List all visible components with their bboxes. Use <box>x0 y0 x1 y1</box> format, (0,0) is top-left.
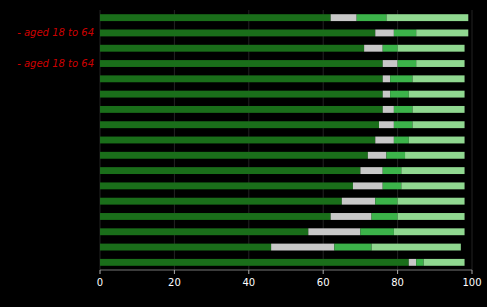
tick-mark <box>472 270 473 274</box>
bar-segment <box>424 259 465 266</box>
bar-segment <box>100 182 353 189</box>
bar-segment <box>331 213 372 220</box>
bar-segment <box>416 259 423 266</box>
tick-label: 0 <box>97 277 103 288</box>
bar-segment <box>375 137 394 144</box>
bar-segment <box>364 45 383 52</box>
bar-segment <box>409 91 465 98</box>
bar-segment <box>394 121 413 128</box>
bar-segment <box>416 30 468 37</box>
grid <box>100 10 472 270</box>
bar-segment <box>383 91 390 98</box>
bar-segment <box>100 244 271 251</box>
tick-label: 40 <box>242 277 255 288</box>
bar-segment <box>394 137 409 144</box>
bar-segment <box>368 152 387 159</box>
bar-segment <box>394 228 465 235</box>
background <box>0 0 487 307</box>
bar-segment <box>401 182 464 189</box>
bar-segment <box>331 14 357 21</box>
bar-segment <box>372 244 461 251</box>
bar-segment <box>353 182 383 189</box>
bar-segment <box>334 244 371 251</box>
bar-segment <box>412 121 464 128</box>
bar-segment <box>372 213 398 220</box>
bar-segment <box>412 75 464 82</box>
bar-segment <box>390 75 412 82</box>
bars <box>100 14 468 266</box>
annotation: - aged 18 to 64 <box>17 58 94 69</box>
bar-segment <box>409 259 416 266</box>
bar-segment <box>100 45 364 52</box>
tick-label: 20 <box>168 277 181 288</box>
bar-segment <box>401 167 464 174</box>
bar-segment <box>379 121 394 128</box>
bar-segment <box>383 60 398 67</box>
bar-segment <box>386 14 468 21</box>
bar-segment <box>100 60 383 67</box>
x-axis: 0 20 40 60 80 100 <box>97 270 482 288</box>
tick-mark <box>397 270 398 274</box>
bar-segment <box>100 259 409 266</box>
tick-mark <box>248 270 249 274</box>
chart: 0 20 40 60 80 100 - aged 18 to 64 - aged 18 to … <box>0 0 487 307</box>
bar-segment <box>394 30 416 37</box>
bar-segment <box>375 30 394 37</box>
tick-mark <box>323 270 324 274</box>
bar-segment <box>342 198 375 205</box>
bar-segment <box>100 137 375 144</box>
bar-segment <box>100 14 331 21</box>
tick-mark <box>100 270 101 274</box>
bar-segment <box>398 198 465 205</box>
bar-segment <box>383 167 402 174</box>
bar-segment <box>375 198 397 205</box>
bar-segment <box>386 152 405 159</box>
bar-segment <box>308 228 360 235</box>
bar-segment <box>360 167 382 174</box>
bar-segment <box>100 198 342 205</box>
bar-segment <box>357 14 387 21</box>
bar-segment <box>100 167 360 174</box>
annotation: - aged 18 to 64 <box>17 27 94 38</box>
bar-segment <box>405 152 465 159</box>
bar-segment <box>100 75 383 82</box>
bar-segment <box>412 106 464 113</box>
bar-segment <box>398 60 417 67</box>
bar-segment <box>398 213 465 220</box>
bar-segment <box>100 152 368 159</box>
bar-segment <box>360 228 393 235</box>
bar-segment <box>383 75 390 82</box>
bar-segment <box>394 106 413 113</box>
tick-label: 100 <box>462 277 481 288</box>
bar-segment <box>100 106 383 113</box>
bar-segment <box>100 121 379 128</box>
bar-segment <box>383 182 402 189</box>
grid-line <box>472 10 473 270</box>
tick-label: 80 <box>391 277 404 288</box>
bar-segment <box>383 45 398 52</box>
bar-segment <box>100 30 375 37</box>
bar-segment <box>390 91 409 98</box>
bar-segment <box>100 213 331 220</box>
bar-segment <box>409 137 465 144</box>
tick-label: 60 <box>317 277 330 288</box>
bar-segment <box>416 60 464 67</box>
bar-segment <box>100 228 308 235</box>
axis-line <box>100 270 472 271</box>
tick-mark <box>174 270 175 274</box>
bar-segment <box>271 244 334 251</box>
bar-segment <box>100 91 383 98</box>
bar-segment <box>398 45 465 52</box>
bar-segment <box>383 106 394 113</box>
